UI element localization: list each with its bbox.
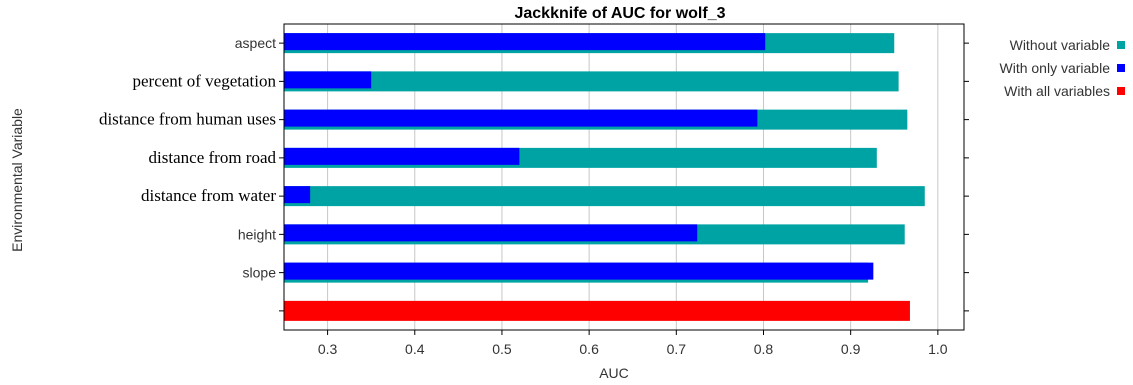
legend-swatch — [1117, 64, 1125, 72]
bar-with-only-variable — [284, 71, 372, 89]
x-tick-label: 0.5 — [492, 341, 512, 357]
bar-with-only-variable — [284, 109, 758, 127]
x-tick-label: 1.0 — [928, 341, 948, 357]
x-tick-label: 0.8 — [754, 341, 774, 357]
legend-label: With all variables — [1004, 83, 1110, 99]
legend: Without variable With only variable With a… — [1000, 37, 1125, 99]
bar-with-only-variable — [284, 186, 311, 204]
x-axis: 0.3 0.4 0.5 0.6 0.7 0.8 0.9 1.0 — [318, 330, 948, 357]
x-tick-label: 0.3 — [318, 341, 338, 357]
bar-with-only-variable — [284, 262, 874, 280]
bars — [284, 33, 925, 321]
bar-with-only-variable — [284, 147, 520, 165]
y-axis-label: Environmental Variable — [9, 108, 25, 252]
grid-lines — [327, 24, 939, 330]
y-category-label: aspect — [235, 35, 276, 51]
bar-without-variable — [284, 186, 925, 207]
y-category-label: height — [238, 226, 276, 242]
bar-with-only-variable — [284, 33, 766, 51]
x-tick-label: 0.4 — [405, 341, 425, 357]
bar-with-all-variables — [284, 300, 910, 321]
y-category-label: percent of vegetation — [133, 71, 277, 90]
x-tick-label: 0.9 — [841, 341, 861, 357]
x-tick-label: 0.6 — [579, 341, 599, 357]
chart-title: Jackknife of AUC for wolf_3 — [514, 5, 725, 22]
y-category-label: distance from water — [141, 186, 276, 205]
x-tick-label: 0.7 — [667, 341, 687, 357]
y-axis: aspect percent of vegetation distance from… — [99, 35, 969, 312]
legend-swatch — [1117, 41, 1125, 49]
legend-label: Without variable — [1010, 37, 1111, 53]
y-category-label: slope — [243, 265, 277, 281]
plot-frame — [283, 23, 965, 331]
bar-without-variable — [284, 71, 899, 92]
y-category-label: distance from road — [149, 148, 277, 167]
legend-label: With only variable — [1000, 60, 1111, 76]
bar-with-only-variable — [284, 224, 698, 242]
legend-swatch — [1117, 87, 1125, 95]
x-axis-label: AUC — [599, 365, 629, 381]
y-category-label: distance from human uses — [99, 110, 276, 129]
